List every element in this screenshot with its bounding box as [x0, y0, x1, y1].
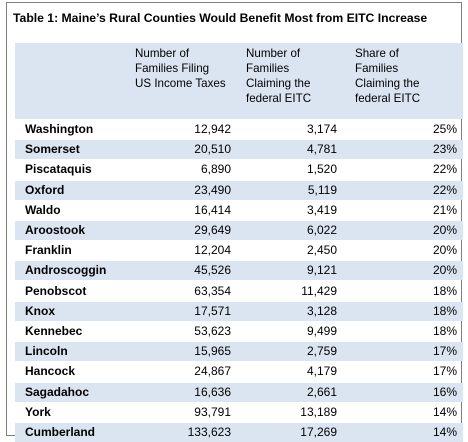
- table-row: Franklin 12,204 2,450 20%: [15, 241, 463, 260]
- share-eitc-cell: 22%: [432, 182, 457, 197]
- table-header: Number of Families Filing US Income Taxe…: [15, 43, 463, 119]
- families-filing-cell: 17,571: [194, 303, 231, 318]
- table-row: Hancock 24,867 4,179 17%: [15, 362, 463, 381]
- header-families-eitc: Number of Families Claiming the federal …: [246, 46, 311, 106]
- county-name: Cumberland: [25, 425, 96, 439]
- families-filing-cell: 20,510: [194, 142, 231, 157]
- families-filing-cell: 45,526: [194, 263, 231, 278]
- families-filing-cell: 23,490: [194, 182, 231, 197]
- families-eitc-cell: 3,174: [306, 122, 337, 136]
- families-filing-cell: 16,636: [194, 384, 231, 399]
- families-eitc-cell: 5,119: [307, 182, 337, 197]
- families-eitc-cell: 4,179: [306, 364, 337, 379]
- families-eitc-cell: 3,128: [306, 303, 337, 318]
- header-line: Families: [246, 62, 290, 75]
- table-row: Knox 17,571 3,128 18%: [15, 301, 463, 321]
- county-name: Piscataquis: [25, 162, 92, 177]
- header-line: federal EITC: [355, 92, 421, 105]
- share-eitc-cell: 22%: [432, 162, 457, 177]
- share-eitc-cell: 18%: [432, 303, 457, 318]
- families-eitc-cell: 13,189: [300, 404, 337, 419]
- table-row: Androscoggin 45,526 9,121 20%: [15, 261, 463, 281]
- table-row: Sagadahoc 16,636 2,661 16%: [15, 382, 463, 402]
- header-line: Claiming the: [355, 77, 420, 90]
- share-eitc-cell: 18%: [432, 324, 457, 338]
- table-row: Oxford 23,490 5,119 22%: [15, 180, 463, 200]
- families-eitc-cell: 9,121: [306, 263, 337, 278]
- share-eitc-cell: 23%: [432, 142, 457, 157]
- county-name: Aroostook: [25, 223, 85, 237]
- table-row: Waldo 16,414 3,419 21%: [15, 201, 463, 220]
- share-eitc-cell: 20%: [432, 263, 457, 278]
- families-filing-cell: 6,890: [200, 162, 231, 177]
- header-line: US Income Taxes: [135, 77, 226, 90]
- header-line: federal EITC: [246, 92, 312, 105]
- share-eitc-cell: 21%: [432, 202, 457, 217]
- share-eitc-cell: 14%: [432, 404, 457, 419]
- header-line: Number of: [135, 47, 190, 60]
- families-eitc-cell: 3,419: [306, 202, 337, 217]
- table-title: Table 1: Maine’s Rural Counties Would Be…: [13, 11, 428, 25]
- table-row: Lincoln 15,965 2,759 17%: [15, 342, 463, 362]
- county-name: Kennebec: [25, 324, 83, 338]
- header-share-eitc: Share of Families Claiming the federal E…: [355, 46, 420, 106]
- table-row: Cumberland 133,623 17,269 14%: [15, 423, 463, 442]
- share-eitc-cell: 17%: [432, 344, 457, 359]
- families-filing-cell: 93,791: [194, 404, 231, 419]
- share-eitc-cell: 18%: [432, 283, 457, 298]
- families-filing-cell: 63,354: [194, 283, 231, 298]
- header-line: Families: [355, 62, 399, 75]
- share-eitc-cell: 17%: [432, 364, 457, 379]
- families-eitc-cell: 2,661: [306, 384, 337, 399]
- families-eitc-cell: 11,429: [301, 283, 337, 298]
- table-row: Kennebec 53,623 9,499 18%: [15, 322, 463, 341]
- families-filing-cell: 29,649: [194, 223, 231, 237]
- table-row: York 93,791 13,189 14%: [15, 403, 463, 422]
- table-frame: Table 1: Maine’s Rural Counties Would Be…: [6, 2, 463, 442]
- table-row: Washington 12,942 3,174 25%: [15, 120, 463, 139]
- county-name: Androscoggin: [25, 263, 107, 278]
- header-line: Families Filing: [135, 62, 210, 75]
- county-name: Hancock: [25, 364, 76, 379]
- header-line: Claiming the: [246, 77, 311, 90]
- share-eitc-cell: 14%: [432, 425, 457, 439]
- families-eitc-cell: 4,781: [306, 142, 337, 157]
- county-name: Sagadahoc: [25, 384, 90, 399]
- families-eitc-cell: 6,022: [306, 223, 337, 237]
- county-name: York: [25, 404, 51, 419]
- families-filing-cell: 12,204: [194, 243, 231, 258]
- table-row: Aroostook 29,649 6,022 20%: [15, 221, 463, 240]
- county-name: Oxford: [25, 182, 65, 197]
- header-families-filing: Number of Families Filing US Income Taxe…: [135, 46, 226, 91]
- families-eitc-cell: 2,450: [306, 243, 337, 258]
- families-filing-cell: 133,623: [187, 425, 231, 439]
- families-filing-cell: 12,942: [194, 122, 231, 136]
- county-name: Penobscot: [25, 283, 87, 298]
- families-eitc-cell: 2,759: [306, 344, 337, 359]
- header-line: Share of: [355, 47, 399, 60]
- share-eitc-cell: 25%: [432, 122, 457, 136]
- share-eitc-cell: 20%: [432, 223, 457, 237]
- share-eitc-cell: 16%: [432, 384, 457, 399]
- table-row: Piscataquis 6,890 1,520 22%: [15, 160, 463, 179]
- families-filing-cell: 24,867: [194, 364, 231, 379]
- families-eitc-cell: 9,499: [306, 324, 337, 338]
- county-name: Somerset: [25, 142, 80, 157]
- share-eitc-cell: 20%: [432, 243, 457, 258]
- families-eitc-cell: 1,520: [306, 162, 337, 177]
- county-name: Lincoln: [25, 344, 68, 359]
- table-row: Penobscot 63,354 11,429 18%: [15, 282, 463, 301]
- table-row: Somerset 20,510 4,781 23%: [15, 140, 463, 160]
- header-line: Number of: [246, 47, 301, 60]
- families-eitc-cell: 17,269: [300, 425, 337, 439]
- county-name: Washington: [25, 122, 94, 136]
- county-name: Waldo: [25, 202, 61, 217]
- families-filing-cell: 16,414: [194, 202, 231, 217]
- families-filing-cell: 53,623: [194, 324, 231, 338]
- county-name: Knox: [25, 303, 55, 318]
- families-filing-cell: 15,965: [194, 344, 231, 359]
- county-name: Franklin: [25, 243, 72, 258]
